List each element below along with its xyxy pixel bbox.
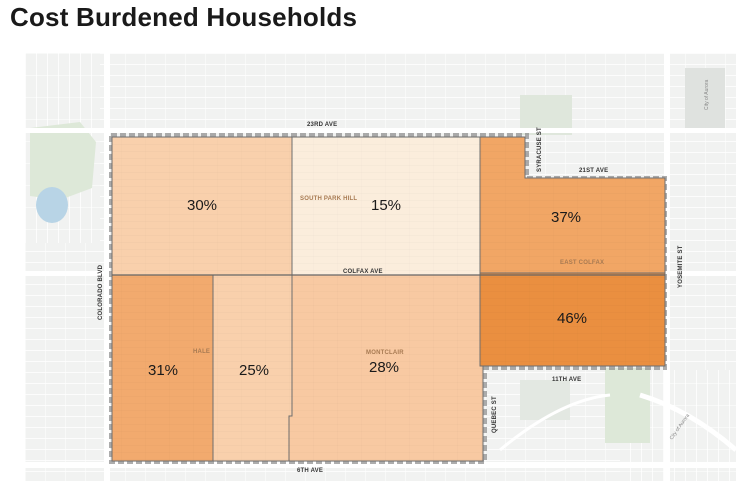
pct-label-northwest: 30% [187, 197, 217, 214]
pct-label-east-colfax-south: 46% [557, 310, 587, 327]
street-label-colorado-blvd: COLORADO BLVD [98, 264, 104, 320]
road-curve [499, 393, 611, 452]
lake [36, 187, 68, 223]
street-label-yosemite-st: YOSEMITE ST [678, 245, 684, 288]
road-23rd-ave [25, 128, 736, 133]
campus-area [685, 68, 725, 128]
neighborhood-label-east-colfax: EAST COLFAX [560, 260, 604, 266]
neighborhood-label-montclair: MONTCLAIR [366, 350, 404, 356]
street-label-21st-ave: 21ST AVE [579, 168, 608, 174]
campus-area [520, 380, 570, 420]
neighborhood-label-hale: HALE [193, 349, 210, 355]
road-curve [639, 392, 736, 452]
page-title: Cost Burdened Households [10, 2, 358, 32]
street-label-colfax: COLFAX AVE [343, 269, 383, 275]
pct-label-montclair: 28% [369, 359, 399, 376]
study-area-boundary [109, 133, 667, 464]
pct-label-south-park-hill: 15% [371, 197, 401, 214]
pct-label-hale-east: 25% [239, 362, 269, 379]
street-label-6th-ave: 6TH AVE [297, 468, 323, 474]
pct-label-hale: 31% [148, 362, 178, 379]
neighborhood-label-south-park-hill: SOUTH PARK HILL [300, 196, 357, 202]
street-label-11th-ave: 11TH AVE [552, 377, 581, 383]
municipal-label-aurora-north: City of Aurora [704, 79, 710, 110]
street-label-syracuse-st: SYRACUSE ST [537, 127, 543, 172]
block-texture [112, 137, 665, 461]
street-label-23rd-ave: 23RD AVE [307, 122, 337, 128]
road-colorado-blvd [104, 53, 110, 481]
park-area [30, 122, 96, 200]
pct-label-east-colfax-north: 37% [551, 209, 581, 226]
street-label-quebec-st: QUEBEC ST [492, 396, 498, 433]
map-canvas[interactable]: 30% 15% 37% 46% 31% 25% 28% SOUTH PARK H… [25, 53, 736, 481]
road-6th-ave [25, 462, 736, 468]
map[interactable]: 30% 15% 37% 46% 31% 25% 28% SOUTH PARK H… [25, 53, 736, 481]
park-area [605, 368, 650, 443]
